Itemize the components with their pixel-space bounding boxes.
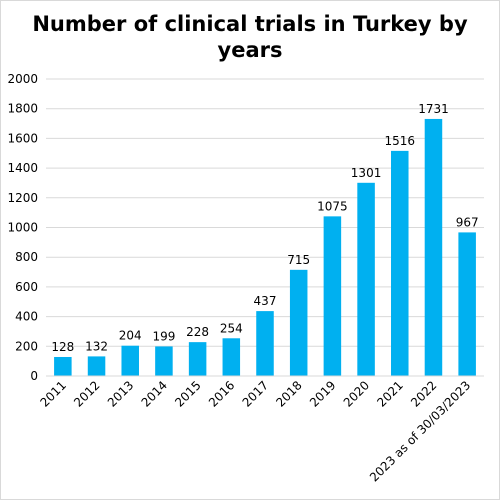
bar (289, 269, 308, 376)
x-tick-label: 2014 (139, 378, 170, 409)
data-labels: 128 132 204 199 228 254 437 715 1075 1301 1516 1731… (51, 102, 478, 354)
bar (121, 345, 139, 376)
y-tick-label: 1200 (7, 191, 38, 205)
x-tick-label: 2017 (240, 378, 271, 409)
x-tick-label: 2012 (71, 378, 102, 409)
y-tick-label: 1800 (7, 102, 38, 116)
y-tick-label: 1600 (7, 131, 38, 145)
y-tick-label: 2000 (7, 72, 38, 86)
x-tick-label: 2021 (374, 378, 405, 409)
bar (391, 150, 409, 376)
x-tick-label: 2020 (341, 378, 372, 409)
data-label: 254 (220, 321, 243, 335)
y-tick-label: 1000 (7, 221, 38, 235)
data-label: 199 (152, 329, 175, 343)
x-tick-label: 2022 (408, 378, 439, 409)
y-tick-label: 0 (30, 369, 38, 383)
data-label: 1301 (351, 166, 382, 180)
bar (54, 356, 72, 376)
data-label: 1075 (317, 199, 348, 213)
y-tick-label: 200 (15, 339, 38, 353)
x-tick-label: 2019 (307, 378, 338, 409)
x-tick-label: 2015 (172, 378, 203, 409)
data-label: 1731 (418, 102, 449, 116)
y-tick-label: 600 (15, 280, 38, 294)
bar (188, 342, 207, 376)
bar (424, 118, 443, 376)
bars (54, 118, 476, 376)
chart-title: Number of clinical trials in Turkey by y… (32, 12, 468, 62)
data-label: 967 (456, 215, 479, 229)
bar (155, 346, 173, 376)
bar (323, 216, 342, 376)
y-axis: 0 200 400 600 800 1000 1200 1400 1600 1800 2000 (7, 72, 38, 383)
data-label: 1516 (384, 134, 415, 148)
bar (256, 311, 274, 376)
x-tick-label: 2011 (37, 378, 68, 409)
data-label: 228 (186, 325, 209, 339)
bar (458, 232, 476, 376)
bar (87, 356, 106, 376)
data-label: 128 (51, 340, 74, 354)
x-tick-label: 2018 (273, 378, 304, 409)
y-tick-label: 400 (15, 310, 38, 324)
x-tick-label: 2016 (206, 378, 237, 409)
bar (222, 338, 241, 376)
data-label: 204 (119, 329, 142, 343)
bar (357, 182, 375, 376)
data-label: 132 (85, 339, 108, 353)
x-tick-label: 2013 (105, 378, 136, 409)
x-axis: 2011 2012 2013 2014 2015 2016 2017 2018 2019 2020… (37, 375, 484, 485)
data-label: 437 (254, 294, 277, 308)
y-tick-label: 800 (15, 250, 38, 264)
y-tick-label: 1400 (7, 161, 38, 175)
data-label: 715 (287, 253, 310, 267)
